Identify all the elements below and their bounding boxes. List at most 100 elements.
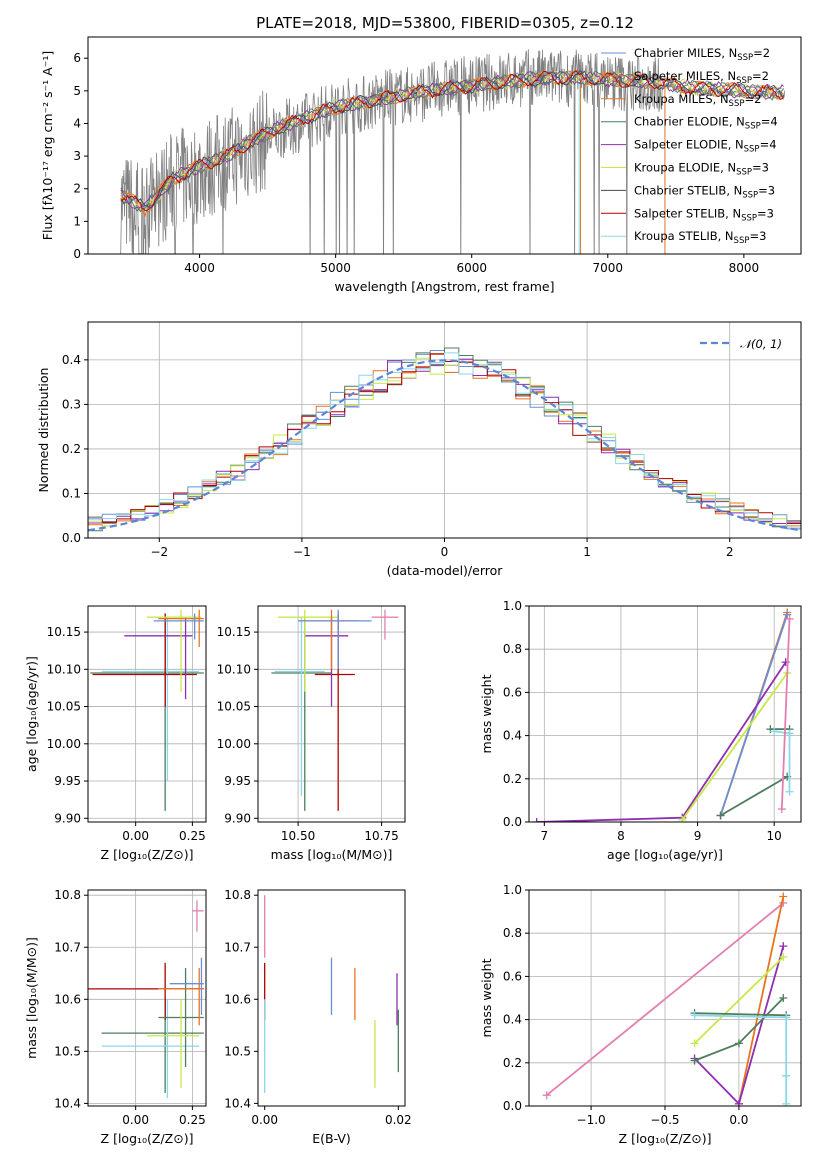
histogram-step (88, 357, 801, 527)
y-tick-label: 1 (73, 214, 81, 228)
legend-entry: Salpeter MILES, NSSP=2 (634, 69, 769, 86)
y-tick-label: 1.0 (503, 599, 522, 613)
y-tick-label: 0.1 (62, 486, 81, 500)
y-tick-label: 10.8 (54, 888, 81, 902)
axes-frame (87, 889, 207, 1107)
y-tick-label: 10.10 (217, 662, 251, 676)
data-point-marker (785, 729, 794, 738)
data-point-marker (716, 811, 725, 820)
residual-histogram-panel: 𝒩(0, 1) −2 −1 0 1 2 0.0 0.1 0.2 0.3 0.4 (data-model… (36, 321, 802, 578)
normal-curve (88, 359, 801, 532)
y-tick-label: 9.90 (224, 811, 251, 825)
data-point-marker (785, 787, 794, 796)
x-axis-label: Z [log₁₀(Z/Z⊙)] (619, 1131, 712, 1146)
x-tick-label: −1 (293, 545, 311, 559)
legend-entry: Chabrier ELODIE, NSSP=4 (634, 115, 778, 132)
x-axis-label: Z [log₁₀(Z/Z⊙)] (101, 1131, 194, 1146)
legend-entry: Kroupa MILES, NSSP=2 (634, 92, 761, 109)
y-tick-label: 1.0 (503, 883, 522, 897)
legend-entry: Chabrier STELIB, NSSP=3 (634, 183, 775, 200)
x-tick-label: 1 (583, 545, 591, 559)
axes-frame (87, 36, 802, 255)
mass-weight-line (694, 1014, 787, 1019)
y-tick-label: 10.00 (217, 737, 251, 751)
data-point-marker (783, 610, 792, 619)
y-tick-label: 9.95 (224, 774, 251, 788)
x-tick-label: −1.0 (577, 1113, 606, 1127)
y-tick-label: 0.2 (503, 772, 522, 786)
mass-weight-line (693, 956, 784, 1045)
plot-area (88, 347, 801, 532)
y-tick-label: 0.4 (62, 353, 81, 367)
x-tick-label: 7 (541, 829, 549, 843)
histogram-step (88, 352, 801, 529)
y-axis-label: Normed distribution (36, 368, 51, 493)
plot-area (542, 892, 791, 1106)
mass-weight-vs-Z-panel: −1.0 −0.5 0.0 0.0 0.2 0.4 0.6 0.8 1.0 Z [log₁₀(Z/… (479, 883, 802, 1146)
x-axis-label: Z [log₁₀(Z/Z⊙)] (101, 847, 194, 862)
y-axis-label: mass weight (479, 958, 494, 1037)
mass-weight-line (780, 618, 791, 810)
figure-title: PLATE=2018, MJD=53800, FIBERID=0305, z=0… (256, 14, 634, 32)
legend-entry: Kroupa STELIB, NSSP=3 (634, 229, 766, 246)
data-point-marker (532, 818, 541, 822)
legend-entry: 𝒩(0, 1) (740, 337, 782, 351)
data-point-marker (777, 805, 786, 814)
y-axis-label: mass weight (479, 674, 494, 753)
y-tick-label: 0 (73, 247, 81, 261)
x-axis-label: age [log₁₀(age/yr)] (607, 847, 723, 862)
y-tick-label: 0.6 (503, 685, 522, 699)
x-tick-label: 0 (441, 545, 449, 559)
data-point-marker (782, 1099, 791, 1106)
x-tick-label: 0.02 (385, 1113, 412, 1127)
mass-weight-line (546, 902, 784, 1096)
y-tick-label: 10.4 (224, 1096, 251, 1110)
y-tick-label: 10.6 (224, 992, 251, 1006)
data-point-marker (779, 942, 788, 951)
x-tick-label: −2 (150, 545, 168, 559)
y-tick-label: 9.90 (54, 811, 81, 825)
plot-area (532, 608, 794, 822)
y-tick-label: 4 (73, 116, 81, 130)
y-tick-label: 0.0 (62, 531, 81, 545)
y-tick-label: 10.7 (224, 940, 251, 954)
x-axis-label: wavelength [Angstrom, rest frame] (334, 279, 554, 294)
x-tick-label: 2 (726, 545, 734, 559)
x-axis-label: mass [log₁₀(M/M⊙)] (271, 847, 393, 862)
x-tick-label: 5000 (320, 261, 351, 275)
model-spectrum-line (120, 70, 784, 212)
y-tick-label: 10.6 (54, 992, 81, 1006)
plot-area (271, 609, 399, 811)
x-tick-label: 6000 (456, 261, 487, 275)
y-tick-label: 0.4 (503, 1013, 522, 1027)
y-tick-label: 10.5 (54, 1044, 81, 1058)
y-tick-label: 6 (73, 51, 81, 65)
data-point-marker (785, 614, 794, 623)
x-tick-label: 4000 (184, 261, 215, 275)
y-tick-label: 10.8 (224, 888, 251, 902)
y-tick-label: 2 (73, 182, 81, 196)
y-tick-label: 0.6 (503, 969, 522, 983)
y-tick-label: 0.4 (503, 729, 522, 743)
legend-entry: Kroupa ELODIE, NSSP=3 (634, 161, 769, 178)
spectrum-legend: Chabrier MILES, NSSP=2 Salpeter MILES, NS… (601, 46, 778, 246)
mass-weight-line (694, 1012, 787, 1017)
legend-entry: Chabrier MILES, NSSP=2 (634, 46, 770, 63)
mass-weight-vs-age-panel: 7 8 9 10 0.0 0.2 0.4 0.6 0.8 1.0 age [log₁₀(age/yr… (479, 599, 802, 862)
data-point-marker (779, 952, 788, 961)
mass-weight-line (536, 661, 787, 822)
x-tick-label: 10 (767, 829, 782, 843)
axes-frame (87, 605, 207, 823)
plot-area (90, 609, 204, 811)
data-point-marker (779, 994, 788, 1002)
x-tick-label: 10.75 (364, 829, 398, 843)
x-tick-label: 10.50 (281, 829, 315, 843)
y-tick-label: 0.8 (503, 926, 522, 940)
data-point-marker (690, 1039, 699, 1048)
legend-entry: Salpeter ELODIE, NSSP=4 (634, 138, 777, 155)
x-tick-label: 8000 (729, 261, 760, 275)
axes-frame (257, 889, 406, 1107)
mass-vs-EBV-panel: 0.00 0.02 10.4 10.5 10.6 10.7 10.8 E(B-V) (224, 888, 411, 1146)
y-tick-label: 10.10 (47, 662, 81, 676)
